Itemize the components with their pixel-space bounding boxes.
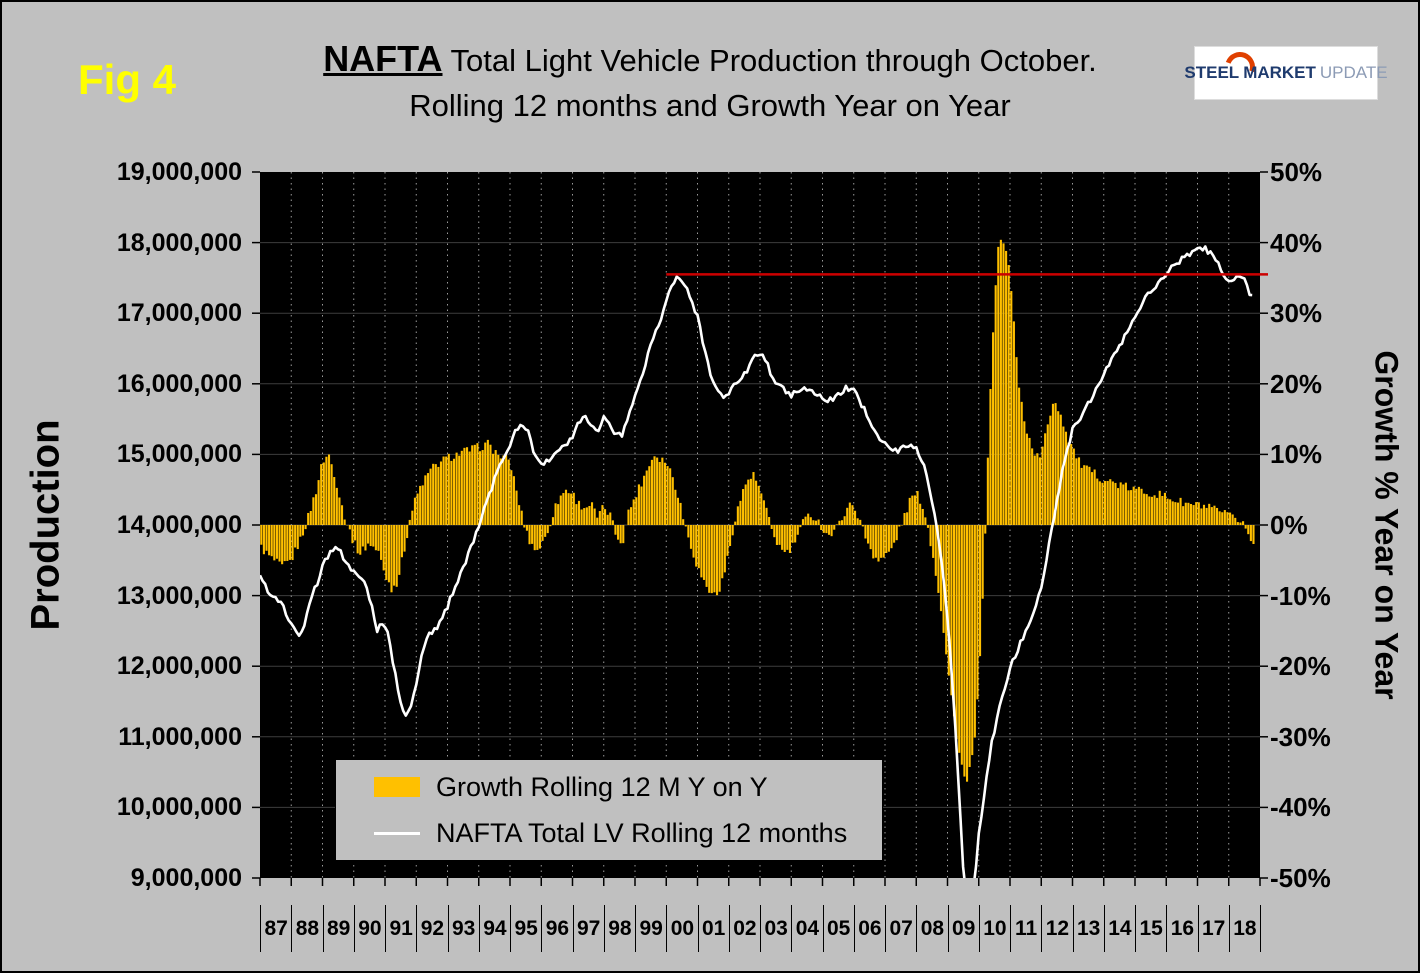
- right-axis-tick-label: 40%: [1270, 227, 1323, 258]
- x-axis-label: 97: [572, 905, 604, 952]
- right-axis-tick-label: -10%: [1270, 580, 1331, 611]
- x-axis-label: 18: [1228, 905, 1260, 952]
- left-axis-tick-label: 9,000,000: [130, 864, 242, 892]
- x-axis-label: 13: [1072, 905, 1104, 952]
- right-axis-tick-label: 30%: [1270, 298, 1323, 329]
- x-axis-label: 01: [697, 905, 729, 952]
- x-axis-label: 04: [791, 905, 822, 952]
- x-axis-label: 00: [666, 905, 697, 952]
- x-axis-label: 12: [1041, 905, 1072, 952]
- left-axis-tick-label: 13,000,000: [116, 581, 242, 610]
- right-axis-tick-label: 10%: [1270, 439, 1323, 470]
- figure-number: Fig 4: [78, 56, 177, 103]
- x-axis-label: 02: [728, 905, 760, 952]
- legend-bar-swatch: [374, 777, 420, 797]
- left-axis-tick-label: 11,000,000: [118, 722, 242, 751]
- x-axis-label: 17: [1197, 905, 1229, 952]
- legend-label-production: NAFTA Total LV Rolling 12 months: [436, 817, 848, 848]
- x-axis-label: 08: [916, 905, 947, 952]
- title-keyword: NAFTA: [323, 38, 443, 79]
- left-axis-tick-label: 19,000,000: [116, 158, 242, 186]
- x-axis-labels: 87 88 89 90 91 92 93 94 95 96 97 98 99 00 01 02 03 04 05 06…: [260, 905, 1261, 952]
- left-axis-title: Production: [23, 419, 68, 631]
- left-axis-tick-label: 15,000,000: [116, 440, 242, 469]
- right-axis-tick-label: -20%: [1270, 651, 1331, 682]
- chart-title: NAFTA Total Light Vehicle Production thr…: [177, 38, 1243, 124]
- right-axis-tick-label: -40%: [1270, 792, 1331, 823]
- x-axis-label: 90: [353, 905, 385, 952]
- x-axis-label: 96: [541, 905, 572, 952]
- left-axis-tick-label: 10,000,000: [116, 793, 242, 822]
- left-axis-tick-label: 18,000,000: [116, 228, 242, 257]
- left-axis-tick-label: 12,000,000: [116, 652, 242, 681]
- x-axis-label: 10: [978, 905, 1010, 952]
- chart-title-line1: NAFTA Total Light Vehicle Production thr…: [177, 38, 1243, 80]
- right-axis-tick-label: 20%: [1270, 368, 1323, 399]
- x-axis-label: 87: [260, 905, 291, 952]
- legend-line-swatch: [374, 831, 420, 835]
- x-axis-label: 15: [1135, 905, 1166, 952]
- x-axis-label: 95: [510, 905, 541, 952]
- x-axis-label: 92: [416, 905, 447, 952]
- x-axis-label: 05: [822, 905, 854, 952]
- legend-label-growth: Growth Rolling 12 M Y on Y: [436, 771, 768, 802]
- logo-word-market: MARKET: [1243, 63, 1316, 82]
- left-axis-tick-label: 17,000,000: [116, 299, 242, 328]
- steel-market-update-logo: STEEL MARKET UPDATE: [1184, 46, 1388, 100]
- x-axis-label: 93: [447, 905, 479, 952]
- chart-subtitle: Rolling 12 months and Growth Year on Yea…: [409, 88, 1011, 123]
- title-rest: Total Light Vehicle Production through O…: [442, 43, 1097, 78]
- right-axis-tick-label: 0%: [1270, 510, 1308, 540]
- x-axis-label: 16: [1166, 905, 1197, 952]
- left-axis-tick-label: 14,000,000: [116, 511, 242, 539]
- x-axis-label: 11: [1010, 905, 1041, 952]
- logo-word-steel: STEEL: [1184, 63, 1240, 82]
- x-axis-label: 14: [1103, 905, 1135, 952]
- x-axis-label: 03: [760, 905, 791, 952]
- right-axis-tick-label: 50%: [1270, 157, 1323, 187]
- right-axis-tick-label: -50%: [1270, 863, 1331, 893]
- right-axis-tick-label: -30%: [1270, 721, 1331, 752]
- right-axis-title: Growth % Year on Year: [1368, 350, 1405, 700]
- legend-entry-production: NAFTA Total LV Rolling 12 months: [374, 818, 882, 849]
- x-axis-label: 99: [635, 905, 666, 952]
- x-axis-label: 98: [603, 905, 635, 952]
- x-axis-label: 07: [885, 905, 916, 952]
- legend: Growth Rolling 12 M Y on Y NAFTA Total L…: [335, 759, 883, 861]
- logo-word-update: UPDATE: [1319, 63, 1388, 82]
- left-axis-tick-label: 16,000,000: [116, 369, 242, 398]
- x-axis-label: 89: [322, 905, 354, 952]
- legend-entry-growth: Growth Rolling 12 M Y on Y: [374, 772, 882, 803]
- x-axis-label: 91: [385, 905, 416, 952]
- x-axis-label: 88: [291, 905, 322, 952]
- x-axis-label: 06: [853, 905, 885, 952]
- x-axis-label: 94: [478, 905, 510, 952]
- x-axis-label: 09: [947, 905, 979, 952]
